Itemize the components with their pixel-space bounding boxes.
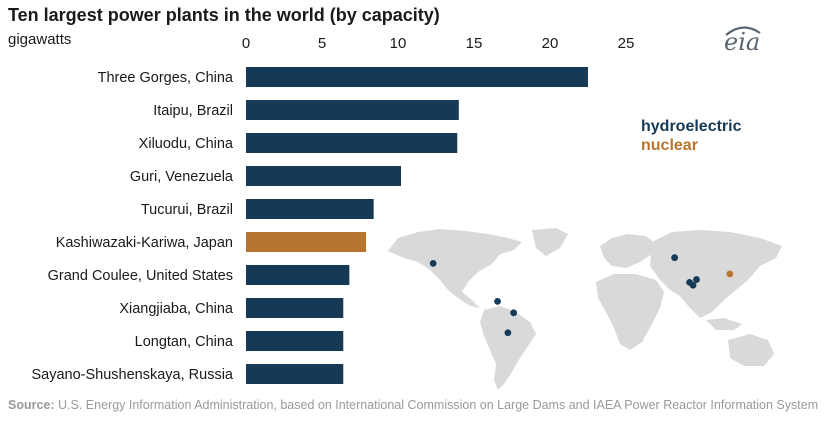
x-tick-label: 25 bbox=[618, 35, 635, 52]
source-label: Source: bbox=[8, 398, 55, 412]
eia-logo: eia bbox=[724, 28, 761, 56]
x-axis: 0 5 10 15 20 25 bbox=[242, 35, 635, 52]
bar bbox=[246, 100, 459, 120]
source-text: U.S. Energy Information Administration, … bbox=[54, 398, 819, 412]
bar bbox=[246, 166, 402, 186]
map-marker bbox=[504, 329, 512, 337]
category-label: Guri, Venezuela bbox=[130, 169, 234, 185]
bar bbox=[246, 199, 374, 219]
x-tick-label: 10 bbox=[390, 35, 407, 52]
category-label: Tucurui, Brazil bbox=[141, 202, 233, 218]
eia-logo-arc bbox=[725, 26, 761, 36]
legend-hydroelectric: hydroelectric bbox=[641, 118, 742, 135]
bar bbox=[246, 133, 458, 153]
category-label: Kashiwazaki-Kariwa, Japan bbox=[56, 235, 233, 251]
unit-label: gigawatts bbox=[8, 31, 72, 48]
map-south-america bbox=[480, 306, 536, 390]
map-greenland bbox=[532, 228, 568, 256]
map-marker bbox=[510, 309, 518, 317]
x-tick-label: 20 bbox=[542, 35, 559, 52]
x-tick-label: 0 bbox=[242, 35, 250, 52]
legend-nuclear: nuclear bbox=[641, 137, 698, 154]
map-markers bbox=[429, 254, 734, 337]
map-marker bbox=[689, 281, 697, 289]
bar bbox=[246, 67, 588, 87]
map-north-america bbox=[388, 229, 522, 308]
map-asia bbox=[650, 230, 782, 318]
x-tick-label: 15 bbox=[466, 35, 483, 52]
map-australia bbox=[728, 334, 774, 366]
x-tick-label: 5 bbox=[318, 35, 326, 52]
bar-chart: 0 5 10 15 20 25 Three Gorges, China Itaipu, Br… bbox=[31, 35, 782, 390]
category-label: Longtan, China bbox=[135, 334, 234, 350]
map-japan bbox=[730, 266, 742, 284]
bars bbox=[246, 67, 588, 384]
map-marker bbox=[429, 260, 437, 267]
category-label: Sayano-Shushenskaya, Russia bbox=[31, 367, 233, 383]
map-marker bbox=[693, 276, 700, 283]
map-europe bbox=[600, 234, 656, 268]
map-marker bbox=[494, 298, 501, 305]
bar bbox=[246, 364, 344, 384]
source-note: Source: U.S. Energy Information Administ… bbox=[8, 397, 828, 413]
category-label: Xiangjiaba, China bbox=[119, 301, 234, 317]
bar bbox=[246, 232, 367, 252]
map-africa bbox=[596, 274, 664, 350]
chart-title: Ten largest power plants in the world (b… bbox=[8, 5, 440, 25]
map-marker bbox=[726, 270, 734, 278]
world-map bbox=[388, 228, 782, 390]
category-label: Itaipu, Brazil bbox=[153, 103, 233, 119]
category-label: Grand Coulee, United States bbox=[48, 268, 233, 284]
map-indonesia bbox=[706, 318, 742, 330]
bar bbox=[246, 298, 344, 318]
bar bbox=[246, 331, 344, 351]
category-label: Xiluodu, China bbox=[139, 136, 234, 152]
category-label: Three Gorges, China bbox=[98, 70, 234, 86]
map-marker bbox=[671, 254, 679, 262]
bar bbox=[246, 265, 350, 285]
category-labels: Three Gorges, China Itaipu, Brazil Xiluodu… bbox=[31, 70, 233, 383]
